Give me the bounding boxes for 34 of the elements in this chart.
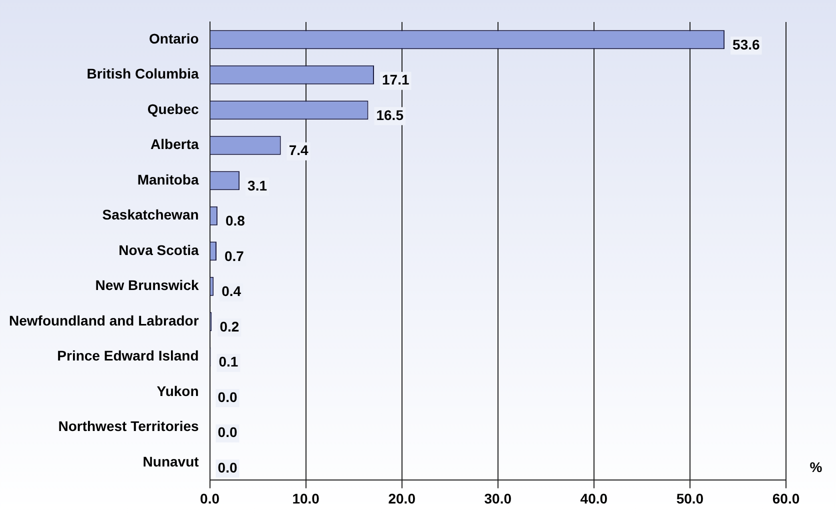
- data-label: 3.1: [248, 177, 268, 194]
- data-label: 0.0: [218, 459, 238, 476]
- y-tick-label: British Columbia: [86, 66, 199, 82]
- x-tick-label: 20.0: [388, 490, 416, 506]
- y-tick-label: Nunavut: [142, 453, 200, 470]
- x-tick-label: 0.0: [200, 490, 220, 506]
- data-label: 0.1: [218, 354, 238, 370]
- data-label: 0.8: [225, 212, 246, 229]
- y-tick-label: Yukon: [156, 382, 199, 399]
- y-tick-label: Nova Scotia: [118, 242, 199, 258]
- data-label: 53.6: [732, 36, 760, 52]
- data-label: 0.0: [218, 424, 238, 440]
- y-tick-label: Newfoundland and Labrador: [9, 312, 200, 328]
- y-tick-label: Manitoba: [137, 171, 199, 188]
- data-label: 0.0: [218, 388, 238, 405]
- data-label: 17.1: [382, 72, 410, 88]
- x-axis-title: %: [810, 459, 823, 476]
- data-label: 0.2: [220, 318, 240, 334]
- data-label: 7.4: [288, 142, 309, 158]
- x-tick-label: 30.0: [484, 490, 512, 506]
- y-tick-label: Ontario: [149, 30, 199, 46]
- y-tick-label: Prince Edward Island: [57, 348, 199, 364]
- y-tick-label: New Brunswick: [95, 277, 199, 294]
- data-label: 16.5: [376, 106, 404, 123]
- y-tick-label: Saskatchewan: [102, 206, 199, 223]
- x-tick-label: 50.0: [676, 490, 704, 506]
- y-tick-label: Alberta: [150, 136, 199, 152]
- x-tick-label: 40.0: [580, 490, 608, 506]
- x-tick-label: 10.0: [292, 490, 320, 506]
- data-label: 0.4: [222, 283, 242, 300]
- y-tick-label: Northwest Territories: [58, 418, 199, 434]
- x-tick-label: 60.0: [772, 490, 800, 506]
- data-label: 0.7: [224, 248, 244, 264]
- y-tick-label: Quebec: [147, 100, 199, 117]
